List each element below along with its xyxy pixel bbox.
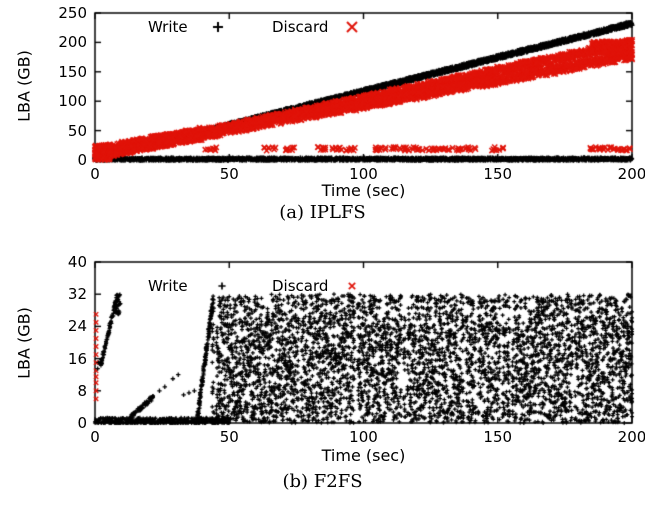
iplfs-plot-canvas xyxy=(0,0,645,245)
iplfs-y-axis-label: LBA (GB) xyxy=(14,50,34,122)
iplfs-x-axis-label: Time (sec) xyxy=(321,181,406,200)
f2fs-legend-discard-label: Discard xyxy=(272,277,329,295)
f2fs-legend-write-label: Write xyxy=(148,277,188,295)
f2fs-plot-canvas xyxy=(0,245,645,517)
iplfs-legend-write-label: Write xyxy=(148,18,188,36)
chart-iplfs: 0 50 100 150 200 0 50 100 150 200 250 LBA (GB) Wri… xyxy=(0,0,645,245)
iplfs-legend-discard-label: Discard xyxy=(272,18,329,36)
f2fs-x-axis-label: Time (sec) xyxy=(321,446,406,465)
f2fs-y-axis-label: LBA (GB) xyxy=(14,307,34,379)
f2fs-caption: (b) F2FS xyxy=(282,471,363,492)
iplfs-caption: (a) IPLFS xyxy=(279,202,366,223)
chart-f2fs: 0 50 100 150 200 0 8 16 24 32 40 LBA (GB) Write Di… xyxy=(0,245,645,517)
